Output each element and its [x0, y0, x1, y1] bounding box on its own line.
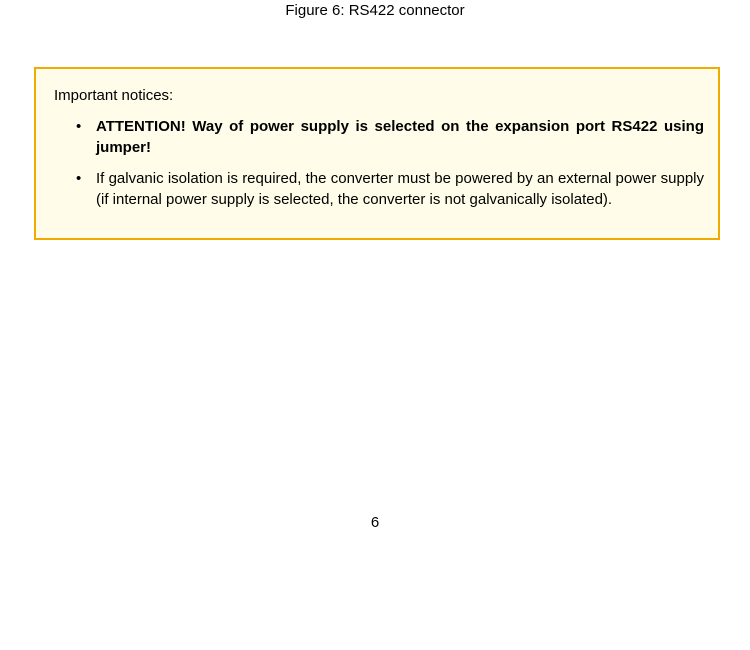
- important-notice-box: Important notices: ATTENTION! Way of pow…: [34, 67, 720, 240]
- figure-caption: Figure 6: RS422 connector: [0, 0, 750, 19]
- notice-item-text: If galvanic isolation is required, the c…: [96, 170, 704, 208]
- notice-list: ATTENTION! Way of power supply is select…: [50, 116, 704, 210]
- notice-item: If galvanic isolation is required, the c…: [88, 168, 704, 210]
- page-number: 6: [0, 514, 750, 531]
- notice-item: ATTENTION! Way of power supply is select…: [88, 116, 704, 158]
- notice-title: Important notices:: [54, 87, 704, 104]
- notice-item-text: ATTENTION! Way of power supply is select…: [96, 118, 704, 156]
